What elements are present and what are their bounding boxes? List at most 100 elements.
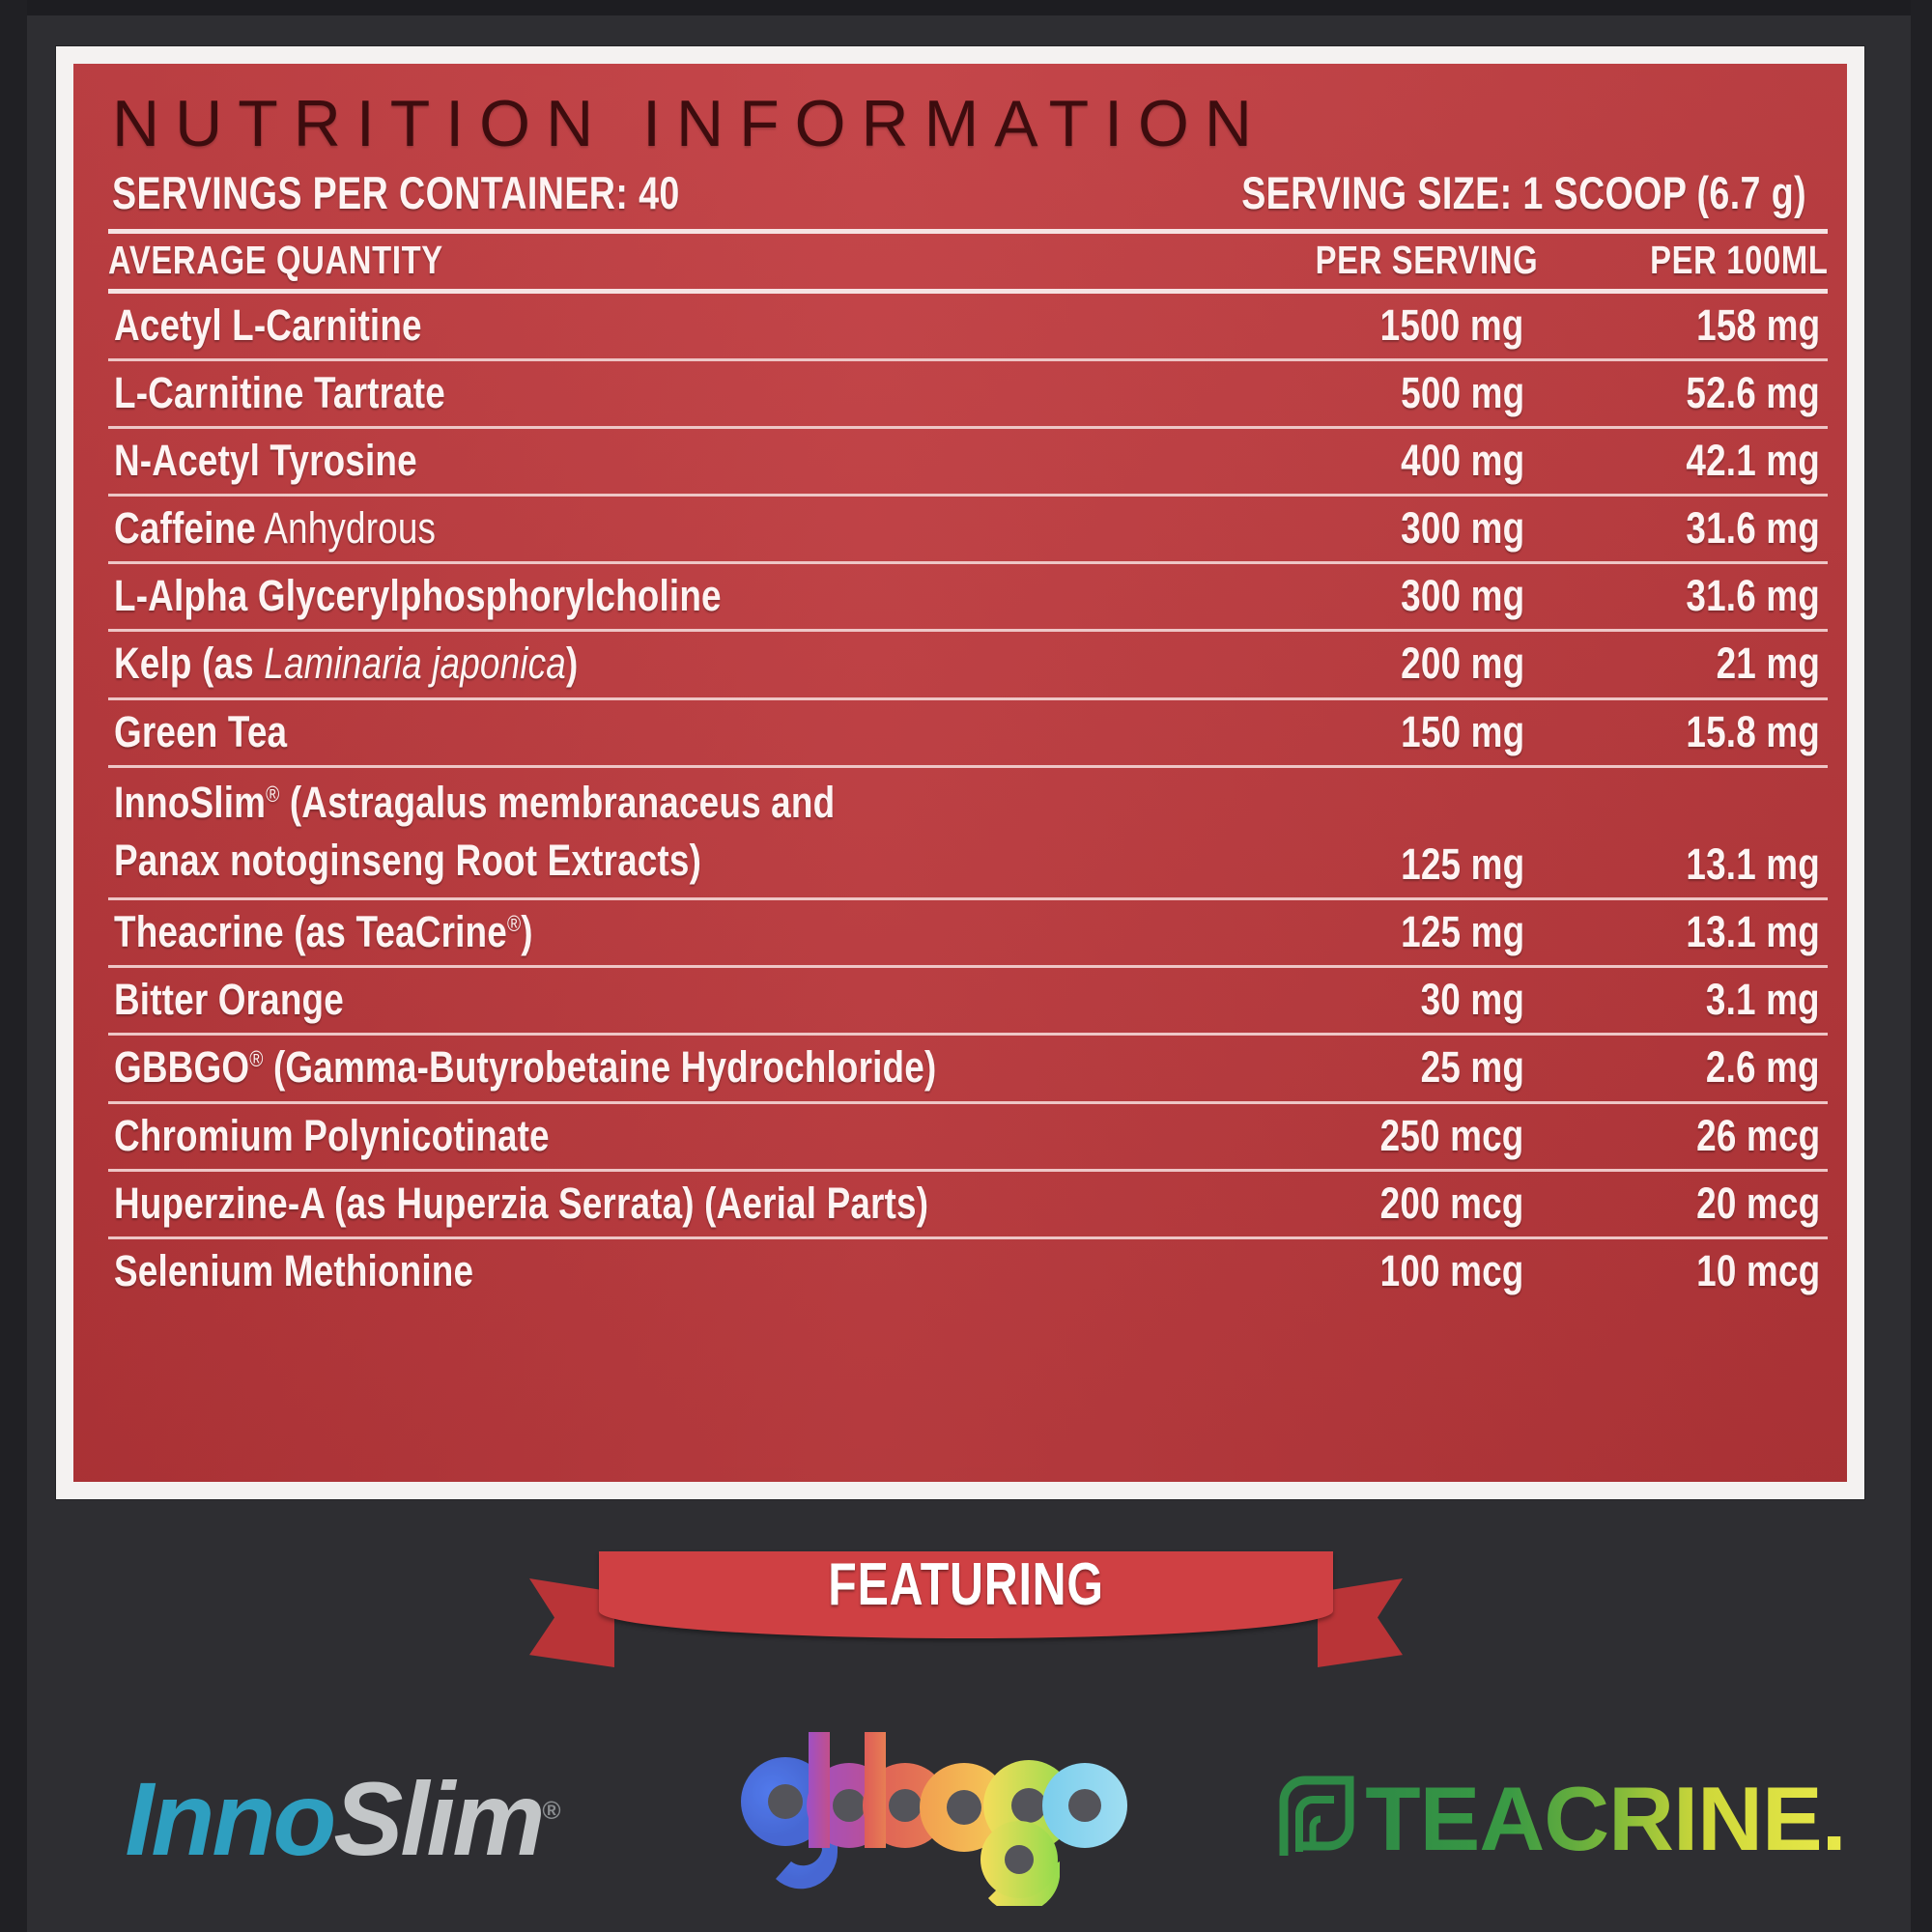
- per-100ml-value: 13.1 mg: [1686, 839, 1820, 890]
- featuring-label: FEATURING: [599, 1555, 1333, 1615]
- table-row: Selenium Methionine 100 mcg 10 mcg: [108, 1237, 1828, 1304]
- per-100ml-value: 10 mcg: [1695, 1245, 1820, 1295]
- per-serving-value: 200 mcg: [1380, 1178, 1524, 1228]
- table-row: Huperzine-A (as Huperzia Serrata) (Aeria…: [108, 1170, 1828, 1239]
- cell-per-100ml: 31.6 mg: [1538, 495, 1828, 565]
- nutrition-panel: NUTRITION INFORMATION SERVINGS PER CONTA…: [73, 64, 1847, 1482]
- per-serving-value: 25 mg: [1420, 1042, 1524, 1093]
- table-row: Bitter Orange 30 mg 3.1 mg: [108, 966, 1828, 1037]
- cell-ingredient-name: Green Tea: [108, 698, 1161, 768]
- cell-per-serving: 30 mg: [1161, 966, 1538, 1037]
- column-header-per-serving-label: PER SERVING: [1315, 238, 1538, 282]
- per-serving-value: 30 mg: [1420, 975, 1524, 1025]
- per-100ml-value: 15.8 mg: [1686, 706, 1820, 756]
- cell-ingredient-name: Chromium Polynicotinate: [108, 1102, 1161, 1172]
- ingredient-label: InnoSlim® (Astragalus membranaceus and Pa…: [114, 777, 836, 885]
- featuring-ribbon: FEATURING: [529, 1551, 1403, 1667]
- ingredient-label: Acetyl L-Carnitine: [114, 300, 422, 350]
- cell-per-serving: 125 mg: [1161, 898, 1538, 969]
- cell-per-100ml: 15.8 mg: [1538, 698, 1828, 768]
- per-100ml-value: 52.6 mg: [1686, 368, 1820, 418]
- teacrine-text: TEACRINE.: [1365, 1768, 1847, 1869]
- innoslim-trademark-icon: ®: [542, 1796, 561, 1825]
- per-serving-value: 200 mg: [1400, 639, 1524, 689]
- table-row: Caffeine Anhydrous 300 mg 31.6 mg: [108, 495, 1828, 565]
- cell-per-serving: 25 mg: [1161, 1034, 1538, 1104]
- per-100ml-value: 21 mg: [1716, 639, 1820, 689]
- cell-per-serving: 400 mg: [1161, 427, 1538, 497]
- per-100ml-value: 26 mcg: [1695, 1110, 1820, 1160]
- cell-per-100ml: 21 mg: [1538, 630, 1828, 700]
- innoslim-wordmark: InnoSlim®: [125, 1767, 560, 1871]
- per-serving-value: 400 mg: [1400, 436, 1524, 486]
- cell-per-serving: 500 mg: [1161, 359, 1538, 430]
- table-row: Acetyl L-Carnitine 1500 mg 158 mg: [108, 291, 1828, 362]
- per-serving-value: 100 mcg: [1380, 1245, 1524, 1295]
- cell-per-serving: 200 mg: [1161, 630, 1538, 700]
- serving-size: SERVING SIZE: 1 SCOOP (6.7 g): [1100, 170, 1806, 215]
- cell-ingredient-name: Bitter Orange: [108, 966, 1161, 1037]
- per-serving-value: 125 mg: [1400, 907, 1524, 957]
- per-serving-value: 300 mg: [1400, 571, 1524, 621]
- servings-per-container: SERVINGS PER CONTAINER: 40: [112, 170, 822, 215]
- ingredient-label: Green Tea: [114, 706, 288, 756]
- cell-ingredient-name: Huperzine-A (as Huperzia Serrata) (Aeria…: [108, 1170, 1161, 1239]
- cell-per-serving: 200 mcg: [1161, 1170, 1538, 1239]
- cell-per-100ml: 26 mcg: [1538, 1102, 1828, 1172]
- cell-ingredient-name: N-Acetyl Tyrosine: [108, 427, 1161, 497]
- teacrine-wordmark: TEACRINE.: [1274, 1768, 1847, 1869]
- table-row: Chromium Polynicotinate 250 mcg 26 mcg: [108, 1102, 1828, 1172]
- logo-innoslim[interactable]: InnoSlim®: [0, 1737, 686, 1901]
- cell-per-serving: 1500 mg: [1161, 291, 1538, 362]
- per-serving-value: 125 mg: [1400, 839, 1524, 890]
- per-100ml-value: 13.1 mg: [1686, 907, 1820, 957]
- logo-gbbgo[interactable]: [686, 1732, 1188, 1906]
- cell-per-100ml: 52.6 mg: [1538, 359, 1828, 430]
- nutrition-table: AVERAGE QUANTITY PER SERVING PER 100ML A…: [108, 229, 1828, 1304]
- serving-summary-row: SERVINGS PER CONTAINER: 40 SERVING SIZE:…: [108, 170, 1812, 215]
- cell-per-100ml: 13.1 mg: [1538, 766, 1828, 901]
- ribbon-band: [599, 1551, 1333, 1638]
- nutrition-table-body: Acetyl L-Carnitine 1500 mg 158 mg L-Carniti…: [108, 291, 1828, 1304]
- table-row: Green Tea 150 mg 15.8 mg: [108, 698, 1828, 768]
- ingredient-label: Selenium Methionine: [114, 1245, 474, 1295]
- ingredient-label: L-Alpha Glycerylphosphorylcholine: [114, 571, 722, 621]
- cell-per-100ml: 158 mg: [1538, 291, 1828, 362]
- per-serving-value: 300 mg: [1400, 503, 1524, 554]
- cell-per-serving: 100 mcg: [1161, 1237, 1538, 1304]
- table-row: L-Carnitine Tartrate 500 mg 52.6 mg: [108, 359, 1828, 430]
- cell-ingredient-name: Kelp (as Laminaria japonica): [108, 630, 1161, 700]
- table-row: GBBGO® (Gamma-Butyrobetaine Hydrochlorid…: [108, 1034, 1828, 1104]
- cell-per-100ml: 2.6 mg: [1538, 1034, 1828, 1104]
- ingredient-label: Kelp (as Laminaria japonica): [114, 639, 579, 689]
- per-100ml-value: 2.6 mg: [1706, 1042, 1820, 1093]
- column-header-name: AVERAGE QUANTITY: [108, 229, 1161, 294]
- per-serving-value: 1500 mg: [1380, 300, 1524, 350]
- cell-per-100ml: 10 mcg: [1538, 1237, 1828, 1304]
- nutrition-panel-frame: NUTRITION INFORMATION SERVINGS PER CONTA…: [56, 46, 1864, 1499]
- innoslim-part2: Slim: [333, 1760, 545, 1877]
- per-100ml-value: 20 mcg: [1695, 1178, 1820, 1228]
- column-header-name-label: AVERAGE QUANTITY: [108, 238, 443, 282]
- ingredient-label: Huperzine-A (as Huperzia Serrata) (Aeria…: [114, 1178, 929, 1228]
- featuring-label-text: FEATURING: [828, 1551, 1104, 1618]
- cell-per-100ml: 31.6 mg: [1538, 562, 1828, 633]
- table-row: L-Alpha Glycerylphosphorylcholine 300 mg 3…: [108, 562, 1828, 633]
- cell-per-100ml: 42.1 mg: [1538, 427, 1828, 497]
- ingredient-label: L-Carnitine Tartrate: [114, 368, 445, 418]
- cell-per-100ml: 13.1 mg: [1538, 898, 1828, 969]
- per-serving-value: 250 mcg: [1380, 1110, 1524, 1160]
- table-header-row: AVERAGE QUANTITY PER SERVING PER 100ML: [108, 229, 1828, 294]
- partner-logo-row: InnoSlim®: [0, 1718, 1932, 1920]
- table-row: InnoSlim® (Astragalus membranaceus and Pa…: [108, 766, 1828, 901]
- cell-per-serving: 125 mg: [1161, 766, 1538, 901]
- ingredient-label: N-Acetyl Tyrosine: [114, 436, 417, 486]
- logo-teacrine[interactable]: TEACRINE.: [1188, 1737, 1932, 1901]
- cell-ingredient-name: GBBGO® (Gamma-Butyrobetaine Hydrochlorid…: [108, 1034, 1161, 1104]
- featuring-section: FEATURING: [0, 1542, 1932, 1716]
- gbbgo-glyphs-icon: [741, 1732, 1127, 1906]
- servings-per-container-text: SERVINGS PER CONTAINER: 40: [112, 167, 680, 218]
- column-header-per-serving: PER SERVING: [1161, 229, 1538, 294]
- serving-size-text: SERVING SIZE: 1 SCOOP (6.7 g): [1241, 167, 1806, 218]
- cell-per-serving: 300 mg: [1161, 562, 1538, 633]
